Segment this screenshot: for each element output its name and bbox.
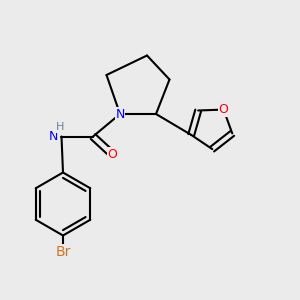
Text: N: N — [49, 130, 58, 143]
Text: H: H — [56, 122, 64, 133]
Text: O: O — [219, 103, 229, 116]
Text: O: O — [108, 148, 117, 161]
Text: N: N — [115, 107, 125, 121]
Text: Br: Br — [55, 245, 71, 259]
